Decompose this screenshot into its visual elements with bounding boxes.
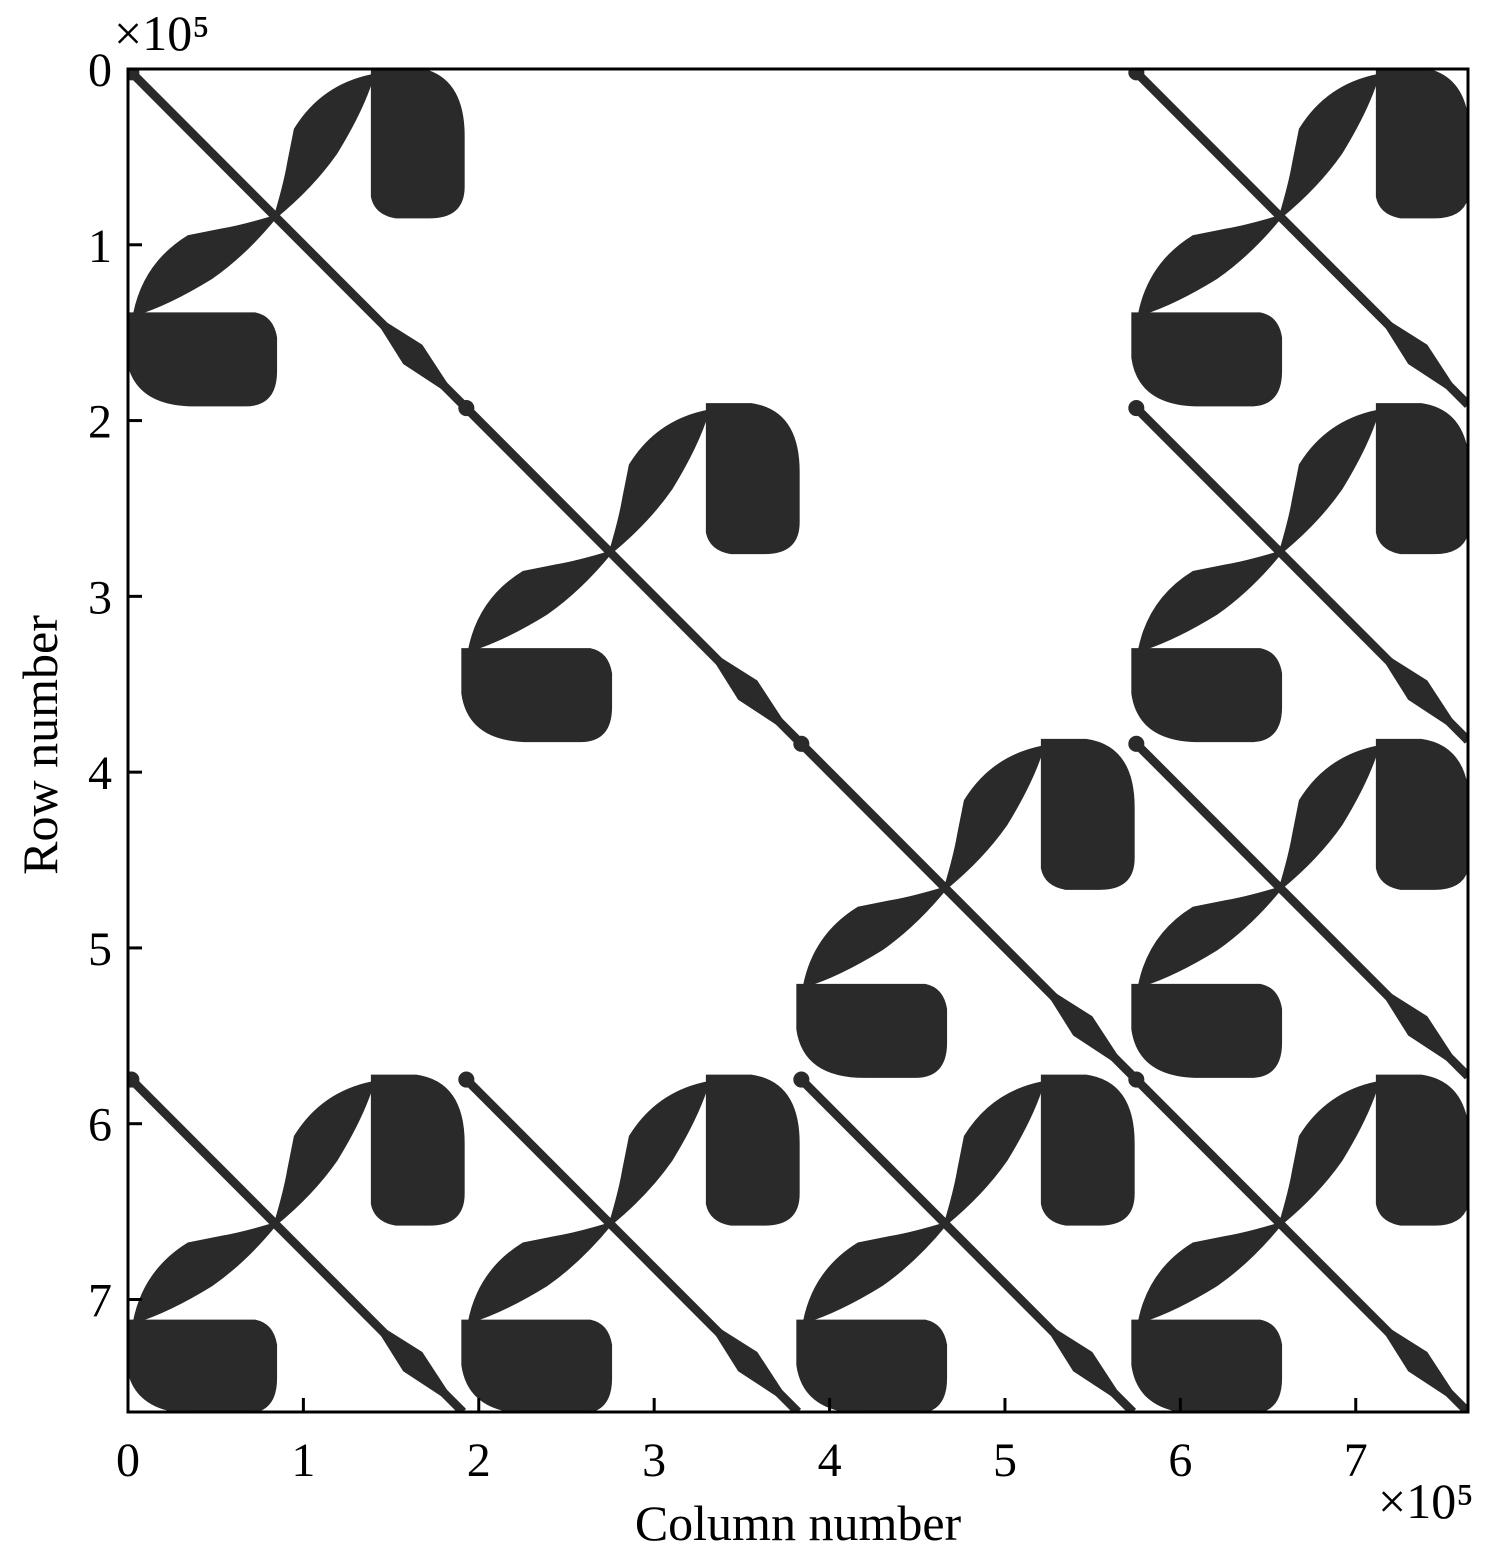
y-tick-label: 5: [88, 923, 112, 976]
y-tick-label: 3: [88, 571, 112, 624]
y-multiplier: ×10⁵: [114, 5, 210, 61]
nonzero-block: [1130, 402, 1468, 741]
y-tick-label: 1: [88, 220, 112, 273]
y-axis-label: Row number: [12, 615, 68, 875]
y-tick-label: 7: [88, 1274, 112, 1327]
x-tick-label: 0: [116, 1434, 140, 1487]
nonzero-block: [795, 737, 1133, 1076]
x-tick-label: 1: [291, 1434, 315, 1487]
nonzero-block: [460, 402, 798, 741]
nonzero-block: [1130, 737, 1468, 1076]
nonzero-block: [125, 66, 463, 405]
x-tick-label: 2: [467, 1434, 491, 1487]
x-tick-label: 6: [1168, 1434, 1192, 1487]
nonzero-block: [795, 1073, 1133, 1412]
x-tick-label: 4: [818, 1434, 842, 1487]
x-axis-label: Column number: [635, 1495, 962, 1549]
x-tick-label: 7: [1344, 1434, 1368, 1487]
y-tick-label: 0: [88, 44, 112, 97]
plot-frame: [126, 67, 1470, 1414]
nonzero-block: [1130, 66, 1468, 405]
x-tick-label: 3: [642, 1434, 666, 1487]
plot-area: [125, 66, 1468, 1412]
x-tick-label: 5: [993, 1434, 1017, 1487]
y-tick-label: 4: [88, 747, 112, 800]
nonzero-block: [1130, 1073, 1468, 1412]
y-tick-label: 2: [88, 396, 112, 449]
y-tick-label: 6: [88, 1099, 112, 1152]
nonzero-block: [125, 1073, 463, 1412]
nonzero-block: [460, 1073, 798, 1412]
x-multiplier: ×10⁵: [1378, 1473, 1474, 1529]
